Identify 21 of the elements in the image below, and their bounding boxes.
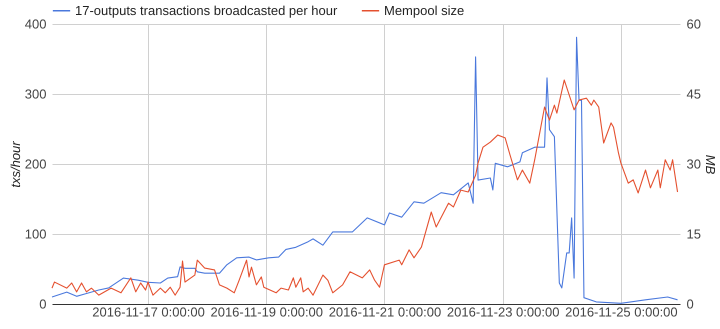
- legend-label: Mempool size: [384, 2, 464, 18]
- y2-tick-label: 15: [686, 226, 701, 242]
- y2-tick-label: 0: [686, 296, 694, 312]
- y2-axis-title: MB: [702, 154, 718, 175]
- x-tick-label: 2016-11-21 0:00:00: [328, 304, 442, 320]
- line-series: [51, 36, 678, 304]
- y-tick-label: 400: [24, 16, 46, 32]
- y-tick-label: 100: [24, 226, 46, 242]
- y2-tick-label: 60: [686, 16, 701, 32]
- x-tick-label: 2016-11-23 0:00:00: [446, 304, 560, 320]
- y-tick-label: 300: [24, 86, 46, 102]
- x-tick-label: 2016-11-25 0:00:00: [565, 304, 678, 320]
- x-tick-label: 2016-11-17 0:00:00: [92, 304, 205, 320]
- y-tick-label: 200: [24, 156, 46, 172]
- y2-tick-label: 30: [686, 156, 701, 172]
- y-axis-title: txs/hour: [8, 140, 23, 188]
- x-tick-label: 2016-11-19 0:00:00: [210, 304, 324, 320]
- legend-label: 17-outputs transactions broadcasted per hour: [75, 2, 338, 18]
- y-tick-label: 0: [39, 296, 46, 312]
- line-series: [51, 79, 678, 296]
- y2-tick-label: 45: [686, 86, 701, 102]
